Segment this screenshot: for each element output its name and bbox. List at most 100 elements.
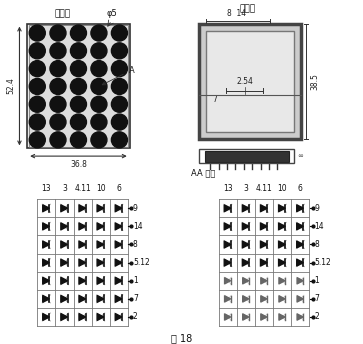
Circle shape [50, 25, 66, 41]
Text: 13: 13 [41, 184, 51, 193]
Polygon shape [279, 314, 285, 320]
Text: 8: 8 [314, 240, 319, 249]
Polygon shape [224, 241, 231, 248]
Text: 8  14: 8 14 [227, 9, 246, 18]
Circle shape [50, 96, 66, 112]
Polygon shape [43, 295, 49, 302]
Polygon shape [97, 241, 104, 248]
Polygon shape [43, 241, 49, 248]
Text: 9: 9 [133, 204, 138, 213]
Polygon shape [242, 205, 249, 212]
Polygon shape [43, 313, 49, 321]
Polygon shape [115, 223, 122, 230]
Circle shape [111, 132, 127, 148]
Bar [29, 25, 128, 147]
Text: 4.11: 4.11 [256, 184, 273, 193]
Text: 7: 7 [212, 95, 217, 104]
Circle shape [70, 25, 86, 41]
Circle shape [50, 114, 66, 130]
Circle shape [70, 114, 86, 130]
Circle shape [70, 78, 86, 95]
Circle shape [111, 114, 127, 130]
Text: φ5: φ5 [106, 9, 117, 18]
Polygon shape [79, 277, 86, 284]
Circle shape [91, 25, 107, 41]
Circle shape [91, 132, 107, 148]
Text: 6: 6 [117, 184, 121, 193]
Circle shape [29, 114, 45, 130]
Polygon shape [279, 296, 285, 302]
Text: 1: 1 [133, 276, 138, 285]
Polygon shape [79, 241, 86, 248]
Circle shape [50, 78, 66, 95]
Circle shape [91, 61, 107, 77]
Polygon shape [115, 205, 122, 212]
Polygon shape [61, 313, 68, 321]
Polygon shape [97, 259, 104, 266]
Polygon shape [115, 313, 122, 321]
Polygon shape [79, 223, 86, 230]
Polygon shape [79, 259, 86, 266]
Circle shape [29, 78, 45, 95]
Circle shape [29, 132, 45, 148]
Polygon shape [97, 277, 104, 284]
Polygon shape [278, 205, 285, 212]
Polygon shape [243, 296, 249, 302]
Bar [199, 24, 301, 139]
Text: 2.54: 2.54 [236, 77, 253, 86]
Circle shape [70, 96, 86, 112]
Polygon shape [225, 278, 231, 284]
Polygon shape [61, 277, 68, 284]
Polygon shape [115, 241, 122, 248]
Polygon shape [224, 259, 231, 266]
Polygon shape [261, 296, 267, 302]
Text: ∞: ∞ [297, 153, 303, 159]
Circle shape [111, 25, 127, 41]
Text: 5.12: 5.12 [314, 258, 331, 267]
Text: 正极图: 正极图 [55, 9, 71, 18]
Polygon shape [115, 259, 122, 266]
Circle shape [50, 61, 66, 77]
Text: 背视图: 背视图 [240, 4, 256, 13]
Polygon shape [261, 278, 267, 284]
Bar [27, 24, 130, 148]
Text: 38.5: 38.5 [311, 73, 319, 90]
Text: 14: 14 [133, 222, 143, 231]
Polygon shape [243, 278, 249, 284]
Circle shape [50, 132, 66, 148]
Circle shape [111, 43, 127, 59]
Polygon shape [61, 205, 68, 212]
Polygon shape [297, 241, 303, 248]
Text: 6: 6 [298, 184, 303, 193]
Text: 36.8: 36.8 [70, 160, 87, 169]
Polygon shape [278, 259, 285, 266]
Text: 13: 13 [223, 184, 233, 193]
Circle shape [29, 96, 45, 112]
Polygon shape [61, 295, 68, 302]
Polygon shape [224, 223, 231, 230]
Text: A: A [102, 66, 134, 85]
Circle shape [29, 43, 45, 59]
Text: 2: 2 [133, 312, 138, 322]
Polygon shape [79, 295, 86, 302]
Polygon shape [43, 205, 49, 212]
Polygon shape [115, 277, 122, 284]
Circle shape [111, 78, 127, 95]
Circle shape [91, 78, 107, 95]
Polygon shape [261, 205, 267, 212]
Polygon shape [297, 278, 303, 284]
Polygon shape [61, 259, 68, 266]
Polygon shape [61, 223, 68, 230]
Text: 10: 10 [277, 184, 287, 193]
Text: 14: 14 [314, 222, 324, 231]
Polygon shape [261, 241, 267, 248]
Text: 2: 2 [314, 312, 319, 322]
Polygon shape [61, 241, 68, 248]
Circle shape [111, 61, 127, 77]
Text: 10: 10 [96, 184, 106, 193]
Polygon shape [43, 277, 49, 284]
Polygon shape [278, 241, 285, 248]
Text: 3: 3 [62, 184, 67, 193]
Bar [206, 31, 294, 132]
Polygon shape [297, 205, 303, 212]
